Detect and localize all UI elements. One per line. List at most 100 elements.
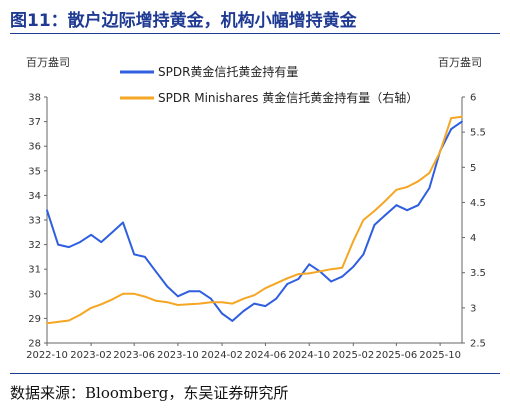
data-point-spdr — [79, 241, 81, 244]
data-point-spdr — [330, 280, 332, 283]
data-point-minishares — [384, 200, 387, 202]
source-note: 数据来源：Bloomberg，东吴证券研究所 — [10, 384, 289, 402]
data-point-minishares — [330, 268, 332, 271]
source-rule — [10, 373, 500, 374]
data-point-spdr — [264, 305, 267, 307]
data-point-minishares — [297, 273, 300, 275]
data-point-minishares — [308, 272, 311, 275]
data-point-spdr — [122, 221, 124, 224]
y-left-tick-label: 37 — [28, 117, 41, 128]
y-right-tick-label: 4 — [470, 233, 476, 244]
x-tick-label: 2025-10 — [419, 350, 461, 361]
y-right-tick-label: 3.5 — [470, 268, 486, 279]
x-tick-label: 2023-06 — [113, 350, 155, 361]
series-lines — [46, 115, 463, 325]
data-point-minishares — [133, 292, 136, 295]
y-right-tick-label: 5 — [470, 163, 476, 174]
right-unit-label: 百万盎司 — [438, 55, 482, 69]
data-point-spdr — [166, 285, 169, 288]
data-point-minishares — [177, 304, 179, 306]
y-left-tick-label: 31 — [28, 265, 41, 276]
series-line-spdr — [46, 120, 463, 322]
data-point-spdr — [231, 320, 234, 322]
legend: SPDR黄金信托黄金持有量 SPDR Minishares 黄金信托黄金持有量（… — [120, 64, 418, 105]
data-point-spdr — [133, 253, 136, 256]
data-point-spdr — [57, 243, 59, 246]
y-right-tick-label: 4.5 — [470, 198, 486, 209]
axes-group: 28 29 30 31 32 33 34 35 36 37 38 2.5 3 3.5 4 4.5 5 5.5 6 20… — [26, 93, 486, 362]
y-right-tick-label: 5.5 — [470, 128, 486, 139]
y-right-tick-label: 2.5 — [470, 339, 486, 350]
data-point-spdr — [395, 204, 398, 207]
data-point-spdr — [308, 263, 311, 266]
y-left-tick-label: 36 — [28, 142, 41, 153]
data-point-spdr — [450, 128, 453, 130]
data-point-minishares — [352, 240, 355, 243]
y-right-tick-label: 3 — [470, 303, 476, 314]
data-point-spdr — [210, 297, 212, 300]
data-point-minishares — [275, 282, 278, 285]
data-point-minishares — [319, 270, 322, 273]
data-point-minishares — [100, 303, 103, 306]
data-point-spdr — [111, 231, 114, 234]
x-tick-label: 2023-02 — [70, 350, 112, 361]
data-point-minishares — [231, 302, 234, 305]
dual-axis-line-chart: 百万盎司 百万盎司 28 29 30 31 32 33 34 35 36 37 38 2.5 3 3.5 4… — [26, 55, 486, 362]
data-point-minishares — [264, 287, 267, 290]
data-point-minishares — [450, 117, 453, 119]
y-left-tick-label: 34 — [28, 191, 41, 202]
data-point-spdr — [341, 275, 344, 278]
x-tick-label: 2025-02 — [332, 350, 374, 361]
title-bar: 图11：散户边际增持黄金，机构小幅增持黄金 — [0, 0, 510, 34]
y-right-tick-label: 6 — [470, 93, 476, 104]
data-point-spdr — [253, 302, 256, 305]
data-point-spdr — [352, 265, 355, 268]
data-point-minishares — [210, 301, 212, 304]
data-point-minishares — [90, 307, 92, 309]
y-left-tick-label: 29 — [28, 314, 41, 325]
data-point-minishares — [242, 297, 245, 300]
data-point-spdr — [461, 120, 463, 123]
data-point-minishares — [111, 298, 114, 301]
data-point-minishares — [188, 303, 190, 306]
data-point-minishares — [395, 188, 398, 191]
data-point-spdr — [221, 312, 223, 315]
y-left-tick-label: 28 — [28, 339, 41, 350]
data-point-minishares — [362, 219, 365, 221]
figure-title: 图11：散户边际增持黄金，机构小幅增持黄金 — [10, 11, 357, 31]
data-point-spdr — [198, 290, 201, 293]
data-point-minishares — [428, 172, 431, 174]
data-point-spdr — [100, 241, 103, 244]
data-point-minishares — [417, 180, 420, 183]
data-point-spdr — [177, 295, 179, 298]
data-point-minishares — [155, 299, 157, 302]
data-point-spdr — [297, 278, 300, 280]
series-line-minishares — [46, 115, 463, 325]
data-point-spdr — [417, 204, 420, 207]
data-point-minishares — [68, 319, 70, 322]
data-point-minishares — [46, 322, 48, 325]
y-left-tick-label: 32 — [28, 240, 41, 251]
data-point-minishares — [253, 294, 256, 297]
data-point-minishares — [286, 277, 289, 280]
x-tick-label: 2025-06 — [375, 350, 417, 361]
data-point-minishares — [198, 302, 201, 305]
data-point-spdr — [373, 224, 376, 226]
data-point-spdr — [275, 297, 278, 300]
data-point-spdr — [242, 310, 245, 312]
data-point-minishares — [144, 295, 146, 298]
left-unit-label: 百万盎司 — [26, 55, 70, 69]
data-point-minishares — [166, 301, 169, 304]
data-point-minishares — [221, 301, 223, 304]
data-point-minishares — [122, 292, 124, 295]
legend-label-spdr: SPDR黄金信托黄金持有量 — [158, 64, 298, 79]
data-point-minishares — [79, 314, 81, 316]
data-point-spdr — [68, 246, 70, 249]
data-point-spdr — [406, 209, 408, 212]
data-point-minishares — [373, 210, 376, 212]
data-point-spdr — [384, 214, 387, 217]
data-point-spdr — [46, 209, 48, 212]
data-point-spdr — [286, 283, 289, 285]
x-tick-label: 2024-06 — [245, 350, 287, 361]
data-point-spdr — [188, 290, 190, 293]
